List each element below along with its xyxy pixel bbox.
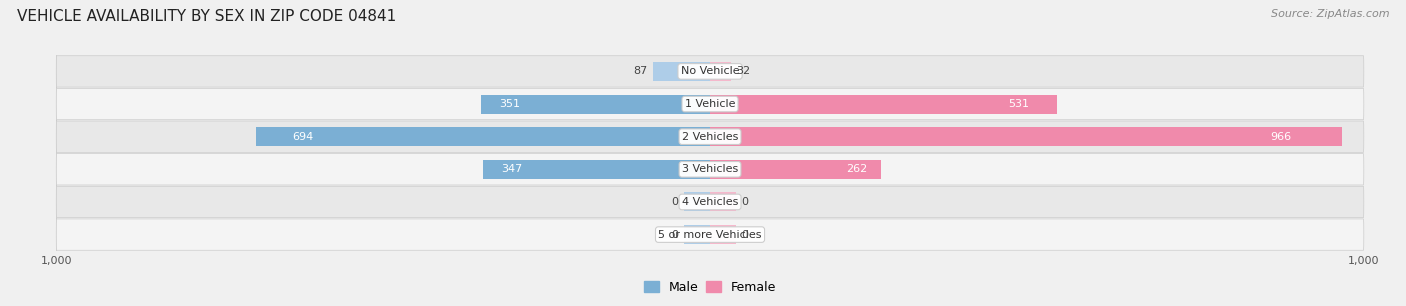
Bar bbox=[710, 95, 1057, 114]
Bar bbox=[481, 95, 710, 114]
Bar bbox=[484, 160, 710, 179]
Text: VEHICLE AVAILABILITY BY SEX IN ZIP CODE 04841: VEHICLE AVAILABILITY BY SEX IN ZIP CODE … bbox=[17, 9, 396, 24]
Text: 0: 0 bbox=[672, 230, 679, 240]
Text: No Vehicle: No Vehicle bbox=[681, 66, 740, 76]
Text: 0: 0 bbox=[672, 197, 679, 207]
Text: 351: 351 bbox=[499, 99, 520, 109]
FancyBboxPatch shape bbox=[56, 121, 1364, 152]
Text: 0: 0 bbox=[741, 230, 748, 240]
Text: 531: 531 bbox=[1008, 99, 1029, 109]
Bar bbox=[654, 62, 710, 81]
Text: 347: 347 bbox=[502, 164, 523, 174]
Legend: Male, Female: Male, Female bbox=[644, 281, 776, 294]
Text: 32: 32 bbox=[737, 66, 751, 76]
Bar bbox=[710, 160, 882, 179]
FancyBboxPatch shape bbox=[56, 56, 1364, 87]
Bar bbox=[710, 192, 737, 211]
Bar bbox=[683, 192, 710, 211]
Text: 5 or more Vehicles: 5 or more Vehicles bbox=[658, 230, 762, 240]
Text: 4 Vehicles: 4 Vehicles bbox=[682, 197, 738, 207]
Text: 1 Vehicle: 1 Vehicle bbox=[685, 99, 735, 109]
Text: 966: 966 bbox=[1270, 132, 1291, 142]
FancyBboxPatch shape bbox=[56, 186, 1364, 218]
Text: 87: 87 bbox=[634, 66, 648, 76]
FancyBboxPatch shape bbox=[56, 154, 1364, 185]
Bar bbox=[256, 127, 710, 146]
Bar bbox=[683, 225, 710, 244]
Text: 2 Vehicles: 2 Vehicles bbox=[682, 132, 738, 142]
Text: 262: 262 bbox=[846, 164, 868, 174]
FancyBboxPatch shape bbox=[56, 219, 1364, 250]
Bar bbox=[710, 127, 1341, 146]
Bar bbox=[710, 62, 731, 81]
Text: 0: 0 bbox=[741, 197, 748, 207]
Text: Source: ZipAtlas.com: Source: ZipAtlas.com bbox=[1271, 9, 1389, 19]
Bar bbox=[710, 225, 737, 244]
Text: 3 Vehicles: 3 Vehicles bbox=[682, 164, 738, 174]
FancyBboxPatch shape bbox=[56, 88, 1364, 120]
Text: 694: 694 bbox=[292, 132, 314, 142]
